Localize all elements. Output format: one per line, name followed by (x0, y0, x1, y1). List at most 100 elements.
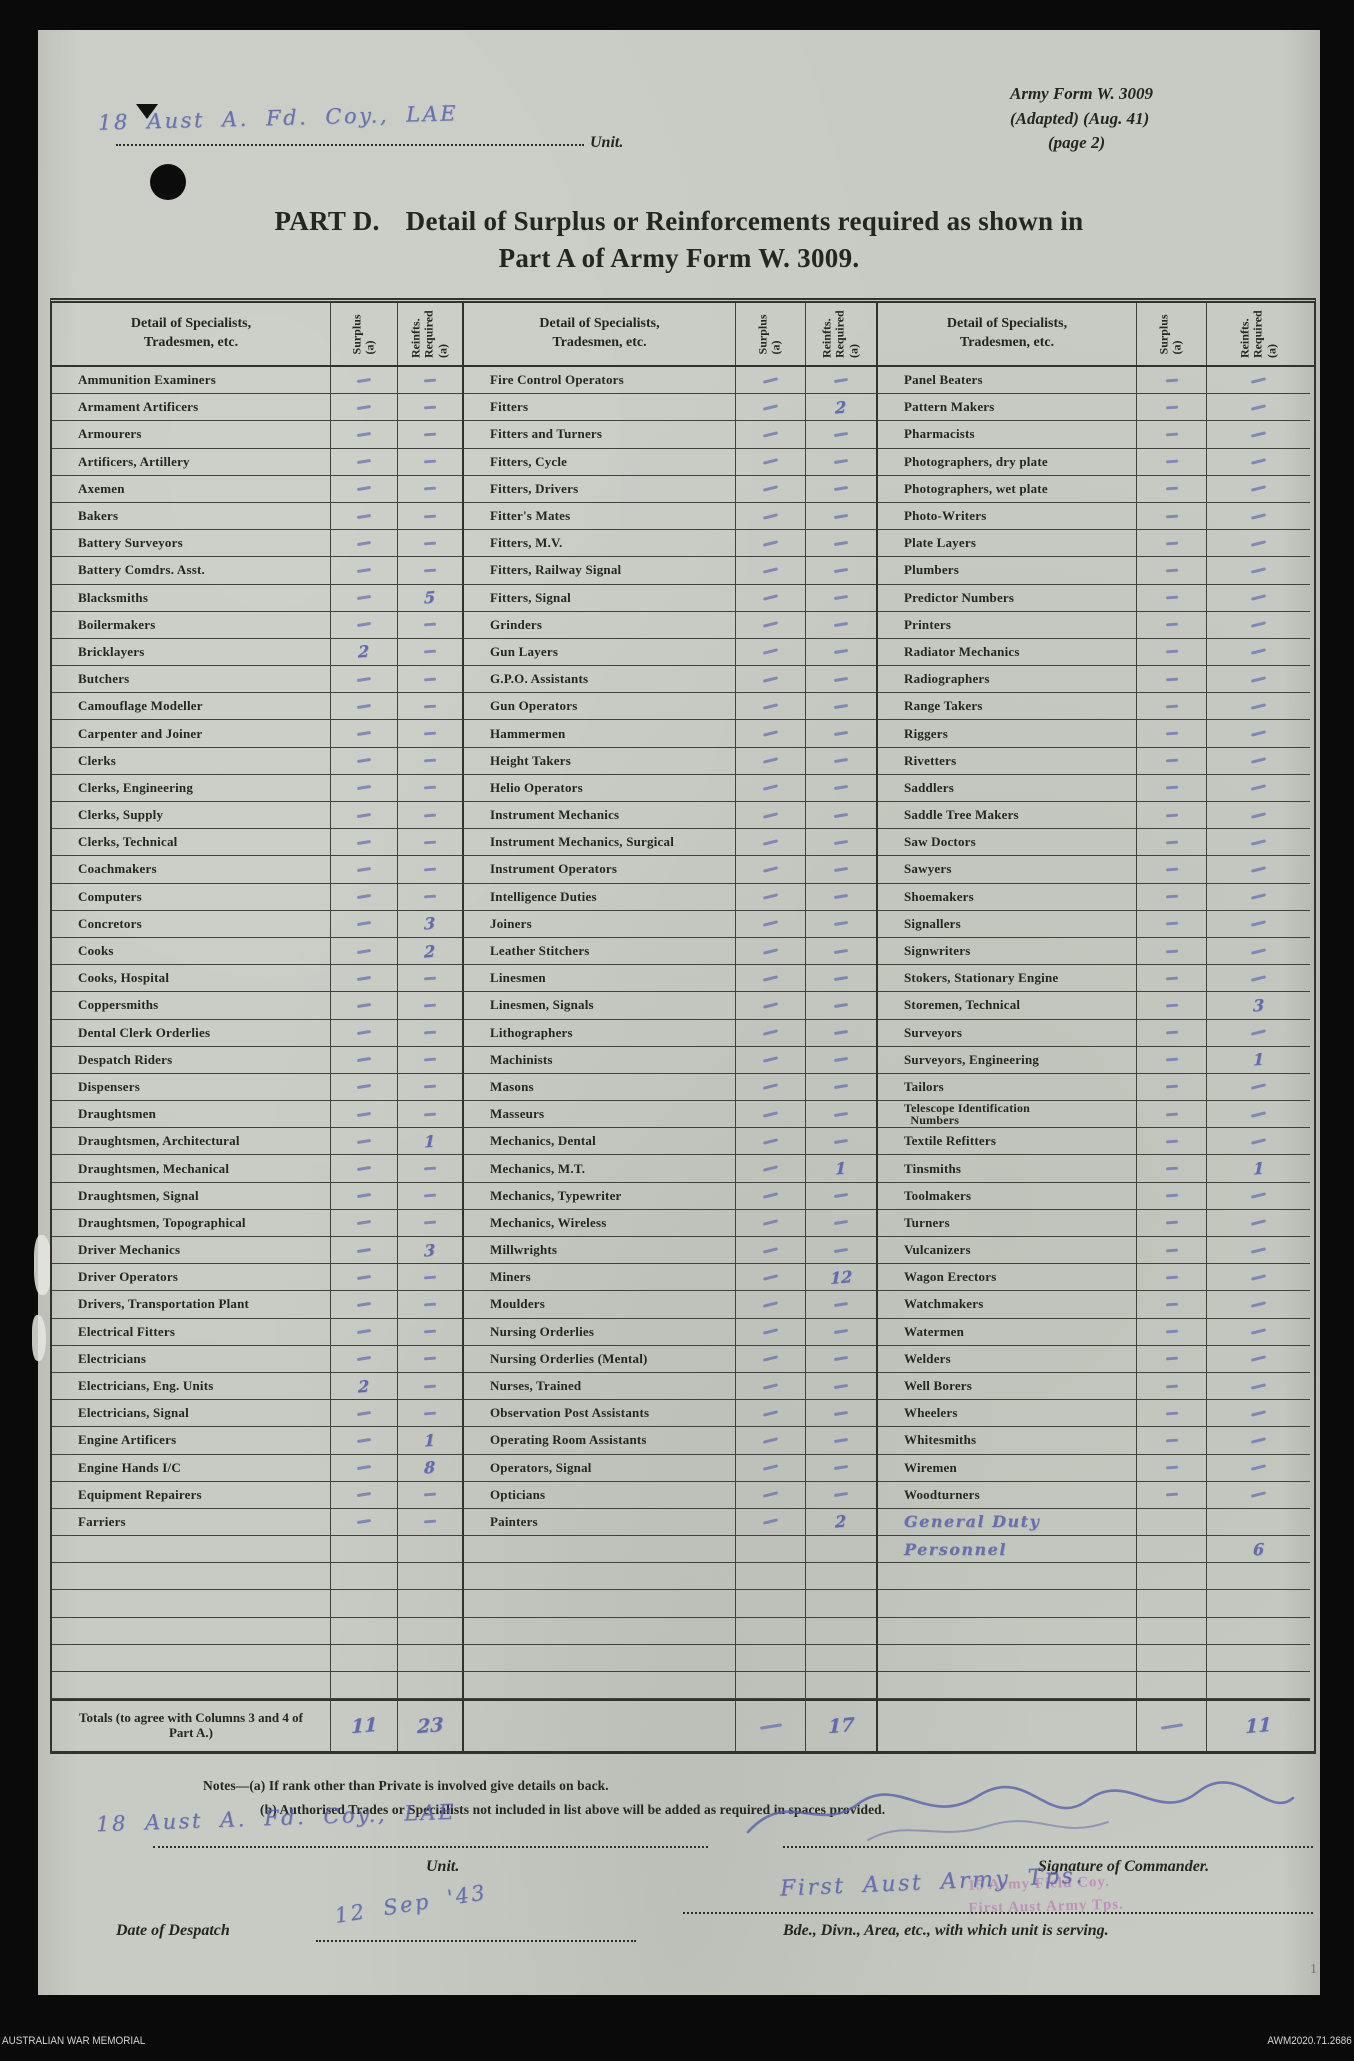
reinfts-cell (1206, 1644, 1310, 1672)
surplus-cell (735, 394, 805, 422)
trade-cell: Nursing Orderlies (462, 1318, 735, 1346)
table-header: Detail of Specialists, Tradesmen, etc. S… (52, 303, 1314, 367)
column-header-surplus: Surplus (a) (330, 303, 397, 365)
handwritten-dash (1250, 1274, 1267, 1281)
trade-cell: Cooks (52, 938, 330, 966)
trade-label: Clerks, Technical (78, 834, 178, 850)
reinfts-cell (397, 1155, 462, 1183)
trade-cell: Operators, Signal (462, 1454, 735, 1482)
handwritten-dash (1165, 541, 1178, 546)
trade-cell: Panel Beaters (876, 367, 1136, 395)
trade-cell: Armourers (52, 421, 330, 449)
trade-cell: Millwrights (462, 1237, 735, 1265)
surplus-cell (1136, 774, 1206, 802)
handwritten-dash (1165, 840, 1178, 845)
trade-cell (876, 1563, 1136, 1591)
commander-signature-scribble (746, 1781, 1295, 1841)
reinfts-cell: 1 (805, 1155, 876, 1183)
handwritten-dash (833, 1465, 849, 1471)
handwritten-dash (1165, 758, 1178, 763)
handwritten-dash (1165, 486, 1178, 491)
trade-label: Pharmacists (904, 426, 975, 442)
handwritten-dash (762, 1355, 779, 1363)
handwritten-dash (1165, 1003, 1178, 1008)
handwritten-dash (356, 1247, 372, 1253)
surplus-cell (1136, 394, 1206, 422)
handwritten-dash (762, 512, 779, 520)
trade-label: Hammermen (490, 725, 566, 741)
handwritten-dash (762, 866, 779, 873)
handwritten-dash (1250, 594, 1267, 601)
reinfts-cell (805, 1209, 876, 1237)
reinfts-cell (1206, 1019, 1310, 1047)
reinfts-cell (1206, 1372, 1310, 1401)
trade-label: Fitter's Mates (490, 508, 571, 524)
trade-cell (462, 1617, 735, 1645)
reinfts-cell (805, 1672, 876, 1700)
handwritten-dash (833, 703, 849, 709)
surplus-cell (1136, 557, 1206, 585)
surplus-cell (1136, 1291, 1206, 1319)
trade-cell: Watchmakers (876, 1291, 1136, 1319)
trade-cell: Masseurs (462, 1101, 735, 1129)
handwritten-dash (356, 703, 372, 709)
reinfts-cell (805, 720, 876, 748)
trade-cell: Radiographers (876, 666, 1136, 694)
handwritten-dash (833, 486, 849, 492)
trade-cell: Telescope Identification Numbers (876, 1100, 1136, 1129)
trade-cell: Machinists (462, 1046, 735, 1074)
handwritten-dash (762, 1518, 779, 1526)
reinfts-cell (1206, 1291, 1310, 1319)
surplus-cell (330, 1400, 397, 1428)
handwritten-dash (762, 621, 779, 629)
surplus-cell (330, 448, 397, 476)
handwritten-dash (356, 948, 372, 954)
trade-label: Clerks, Supply (78, 807, 164, 823)
trade-cell: Linesmen, Signals (462, 992, 735, 1020)
trade-cell: Tinsmiths (876, 1155, 1136, 1183)
totals-label: Totals (to agree with Columns 3 and 4 of… (52, 1699, 330, 1751)
surplus-cell (735, 1128, 805, 1156)
reinfts-cell (805, 1318, 876, 1346)
handwritten-dash (356, 431, 372, 438)
trade-cell: Observation Post Assistants (462, 1400, 735, 1428)
reinfts-cell (1206, 557, 1310, 585)
handwritten-dash (423, 1112, 437, 1117)
reinfts-cell (397, 829, 462, 857)
handwritten-dash (762, 947, 779, 955)
column-header-surplus: Surplus (a) (1136, 303, 1206, 365)
reinfts-cell (805, 774, 876, 802)
handwritten-dash (423, 622, 437, 627)
totals-reinfts-cell: 23 (397, 1699, 462, 1752)
handwritten-total: 17 (827, 1713, 855, 1739)
handwritten-dash (1165, 378, 1178, 383)
handwritten-dash (356, 1519, 372, 1525)
column-header-reinfts: Reinfts. Required (a) (805, 303, 876, 365)
scan-mark-triangle (136, 104, 158, 119)
trade-label: Battery Comdrs. Asst. (78, 562, 205, 578)
surplus-cell (330, 394, 397, 422)
handwritten-dash (423, 867, 437, 872)
trade-label: Height Takers (490, 752, 571, 768)
handwritten-dash (1165, 1411, 1178, 1416)
handwritten-dash (1250, 947, 1267, 955)
trade-label: Fitters (490, 399, 529, 415)
trade-label: Bakers (78, 508, 119, 524)
reinfts-cell (397, 666, 462, 694)
surplus-cell (330, 611, 397, 639)
trade-label: Telescope Identification Numbers (904, 1100, 1031, 1128)
trade-label: Masons (490, 1078, 534, 1094)
handwritten-dash (356, 1301, 372, 1308)
reinfts-cell (1206, 1073, 1310, 1102)
handwritten-dash (423, 813, 437, 818)
column-header-reinfts: Reinfts. Required (a) (1206, 303, 1310, 365)
trade-cell (462, 1672, 735, 1700)
surplus-cell (330, 856, 397, 884)
surplus-cell (1136, 1508, 1206, 1537)
reinfts-cell (397, 965, 462, 993)
surplus-cell (1136, 1481, 1206, 1509)
surplus-cell (1136, 530, 1206, 558)
totals-surplus-cell (735, 1699, 805, 1752)
trade-label: Fitters, Railway Signal (490, 562, 622, 578)
handwritten-dash (1250, 1029, 1267, 1036)
